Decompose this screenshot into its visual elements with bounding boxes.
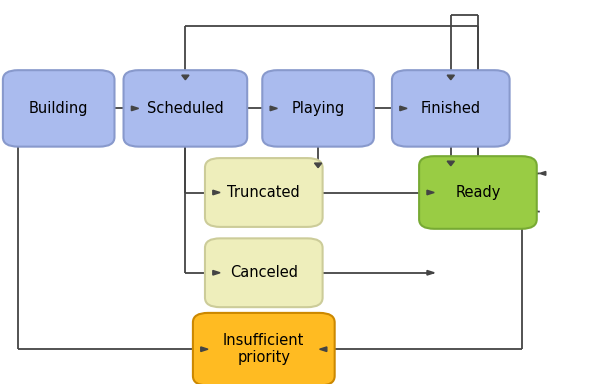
Polygon shape (213, 190, 220, 195)
Text: Truncated: Truncated (227, 185, 300, 200)
Text: Insufficient
priority: Insufficient priority (223, 333, 304, 365)
Polygon shape (447, 161, 454, 166)
Polygon shape (427, 190, 435, 195)
Polygon shape (132, 106, 139, 111)
FancyBboxPatch shape (193, 313, 335, 385)
Polygon shape (315, 163, 322, 167)
Polygon shape (427, 271, 435, 275)
Text: Ready: Ready (455, 185, 501, 200)
FancyBboxPatch shape (124, 70, 247, 147)
Text: Playing: Playing (291, 101, 345, 116)
FancyBboxPatch shape (419, 156, 537, 229)
Text: Building: Building (29, 101, 88, 116)
Polygon shape (447, 75, 454, 80)
FancyBboxPatch shape (3, 70, 115, 147)
FancyBboxPatch shape (392, 70, 510, 147)
Text: Scheduled: Scheduled (147, 101, 224, 116)
FancyBboxPatch shape (262, 70, 374, 147)
Polygon shape (540, 171, 546, 175)
Polygon shape (319, 347, 327, 352)
FancyBboxPatch shape (205, 158, 322, 227)
Text: Finished: Finished (421, 101, 481, 116)
Text: Canceled: Canceled (230, 265, 298, 280)
Polygon shape (182, 75, 189, 80)
Polygon shape (270, 106, 278, 111)
FancyBboxPatch shape (205, 238, 322, 307)
Polygon shape (213, 271, 220, 275)
Polygon shape (201, 347, 208, 352)
Polygon shape (400, 106, 407, 111)
